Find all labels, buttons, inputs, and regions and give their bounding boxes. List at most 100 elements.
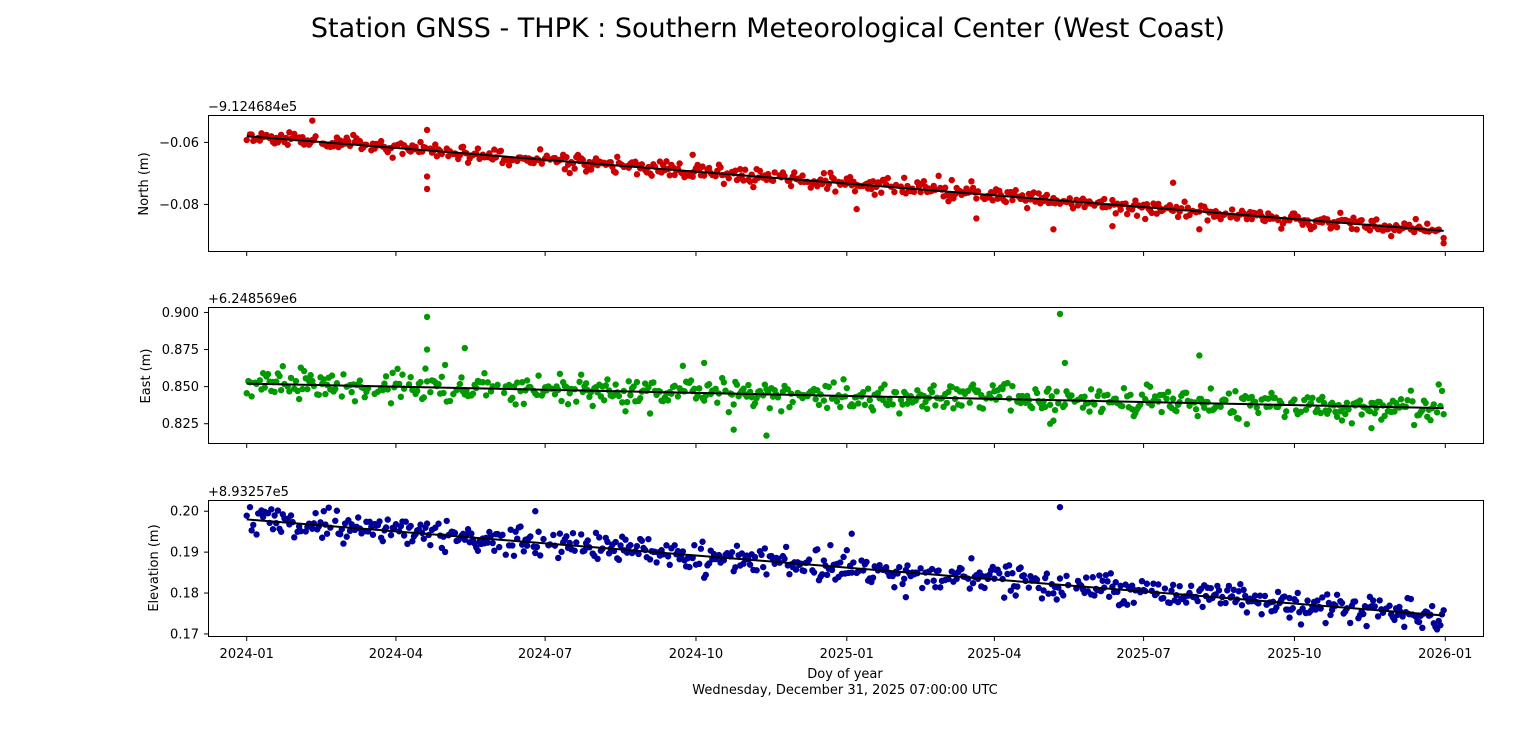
elevation-point [1325, 599, 1333, 607]
elevation-point [592, 529, 600, 537]
north-point [920, 177, 928, 185]
east-point [748, 394, 755, 401]
elevation-point [323, 530, 331, 537]
elevation-point [919, 584, 926, 592]
north-point [891, 188, 898, 196]
elevation-point [1273, 604, 1280, 611]
north-point [1424, 220, 1431, 227]
east-point [1138, 391, 1146, 398]
elevation-point [1207, 584, 1215, 592]
elevation-point [387, 531, 395, 539]
north-point [694, 161, 701, 169]
elevation-point [930, 577, 937, 584]
north-point [725, 175, 732, 182]
elevation-point [896, 563, 903, 571]
east-point [787, 390, 795, 397]
east-point [928, 388, 936, 396]
east-point [820, 397, 828, 404]
north-ytick-label: −0.08 [159, 198, 199, 213]
east-point [1358, 411, 1365, 418]
east-point [576, 378, 583, 386]
elevation-point [382, 524, 390, 531]
east-point [840, 376, 847, 383]
east-point [1028, 404, 1036, 412]
elevation-point [1258, 611, 1265, 618]
east-point [1283, 408, 1290, 415]
east-point [520, 400, 528, 408]
elevation-point [923, 578, 931, 585]
east-point [1192, 406, 1200, 413]
elevation-point [1319, 594, 1326, 601]
elevation-point [928, 565, 936, 573]
elevation-outlier-point [1286, 614, 1293, 621]
east-point [438, 373, 446, 380]
xtick-label: 2025-04 [967, 647, 1021, 662]
east-point [399, 371, 406, 378]
north-point [1009, 196, 1016, 204]
elevation-point [899, 580, 906, 588]
east-point [286, 388, 293, 395]
north-point [878, 189, 885, 196]
east-point [1146, 383, 1154, 390]
east-point [869, 407, 877, 414]
xtick-label: 2024-01 [220, 647, 274, 662]
north-xticks [246, 251, 1446, 256]
elevation-point [392, 521, 400, 528]
north-point [791, 169, 798, 176]
east-point [248, 393, 255, 400]
elevation-point [248, 527, 255, 534]
elevation-point [407, 522, 414, 530]
north-point [1348, 225, 1356, 233]
elevation-point [627, 541, 634, 549]
east-point [919, 403, 926, 410]
elevation-point [1124, 601, 1131, 608]
north-point [284, 141, 291, 148]
east-point [1304, 394, 1311, 401]
east-point [1222, 397, 1229, 404]
north-outlier-point [1196, 226, 1203, 233]
east-point [1045, 385, 1052, 393]
elevation-point [751, 553, 759, 561]
east-point [751, 400, 759, 407]
elevation-xticks: 2024-01 2024-04 2024-07 2024-10 2025-01 2025-… [220, 636, 1472, 662]
elevation-point [1230, 586, 1237, 594]
east-point [505, 381, 513, 389]
x-axis-label: Doy of year [807, 667, 883, 682]
elevation-offset-label: +8.93257e5 [208, 485, 289, 500]
north-outlier-point [309, 117, 316, 124]
east-point [397, 393, 405, 401]
xtick-label: 2024-10 [669, 647, 723, 662]
north-outlier-point [689, 151, 696, 158]
north-point [676, 160, 683, 167]
north-point [1366, 227, 1374, 234]
elevation-point [814, 546, 821, 553]
north-point [1117, 206, 1124, 213]
elevation-point [696, 560, 703, 568]
east-point [630, 383, 637, 390]
east-point [932, 402, 939, 409]
east-point [271, 388, 278, 396]
north-point [1173, 203, 1180, 211]
elevation-point [491, 547, 498, 554]
east-outlier-point [1196, 352, 1203, 359]
elevation-point [420, 535, 427, 542]
east-point [833, 398, 841, 405]
elevation-point [309, 525, 316, 532]
north-point [1440, 234, 1447, 242]
elevation-point [461, 536, 468, 543]
elevation-point [1143, 580, 1151, 587]
east-point [969, 381, 977, 388]
elevation-point [573, 539, 580, 546]
north-points [243, 117, 1447, 247]
east-point [1427, 417, 1434, 424]
elevation-point [271, 512, 278, 519]
xtick-label: 2025-10 [1267, 647, 1321, 662]
east-point [533, 391, 541, 399]
east-point [573, 398, 580, 405]
east-point [691, 385, 698, 392]
elevation-point [540, 535, 547, 543]
elevation-point [1396, 603, 1403, 611]
east-point [730, 401, 737, 408]
elevation-point [1169, 581, 1177, 589]
